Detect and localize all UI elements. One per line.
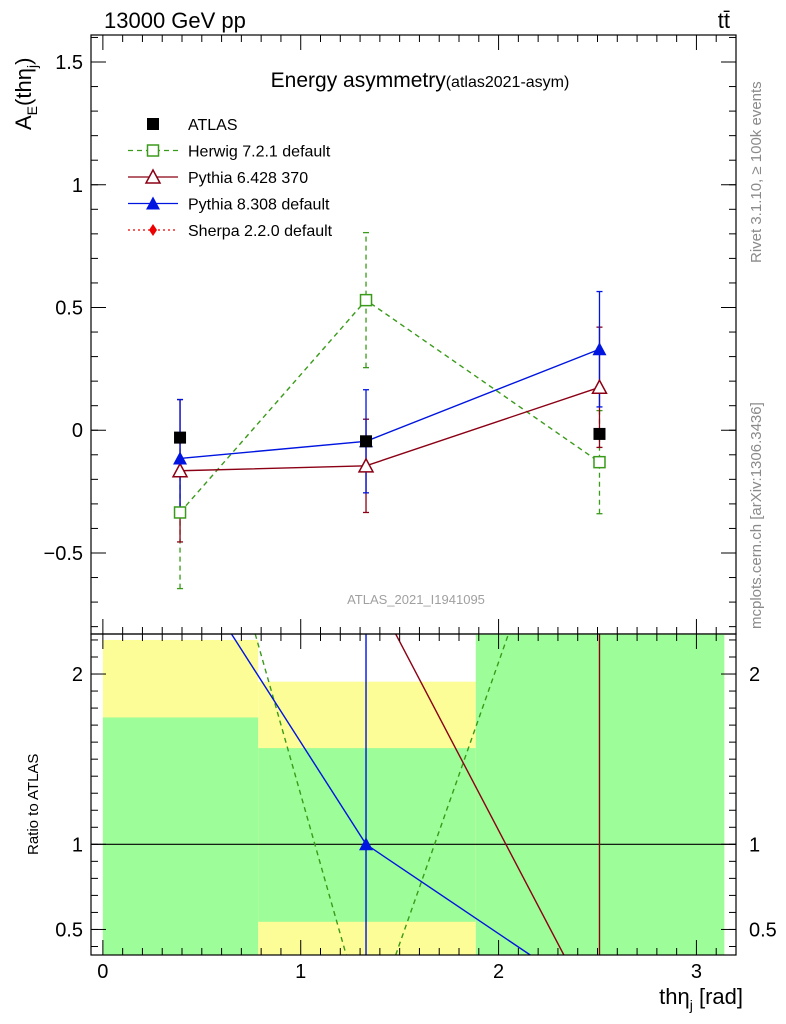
data-point-pythia6 xyxy=(171,462,189,478)
legend-marker-herwig xyxy=(146,144,160,157)
xtick-label: 0 xyxy=(97,961,108,983)
ratio-panel: 0.5 0.5 1 1 2 2 0 1 2 3 Ratio to ATLAS thηj [rad] xyxy=(25,633,777,1013)
main-ytick-label: 0 xyxy=(72,420,83,442)
legend-label-atlas: ATLAS xyxy=(188,117,238,134)
legend-marker-atlas xyxy=(147,118,159,130)
xtick-label: 1 xyxy=(295,961,306,983)
ratio-frame xyxy=(90,633,737,956)
series-line-herwig xyxy=(179,299,600,513)
data-point-herwig xyxy=(593,455,606,469)
data-point-atlas xyxy=(593,427,606,440)
data-point-pythia6 xyxy=(591,378,608,395)
legend-label-pythia6: Pythia 6.428 370 xyxy=(188,170,308,187)
chart-title: Energy asymmetry(atlas2021-asym) xyxy=(271,69,570,92)
ratio-ytick-label-right: 0.5 xyxy=(749,919,777,941)
xtick-label: 3 xyxy=(691,961,702,983)
legend-marker-pythia8 xyxy=(146,196,160,210)
ratio-ytick-label-right: 2 xyxy=(749,664,760,686)
main-ytick-label: 1.5 xyxy=(55,52,83,74)
ratio-line-herwig xyxy=(254,634,347,955)
ratio-marker-pythia8 xyxy=(359,837,374,851)
data-point-atlas xyxy=(174,431,187,444)
main-ytick-label: 0.5 xyxy=(55,297,83,319)
series-line-pythia6 xyxy=(180,386,600,472)
x-axis-label: thηj [rad] xyxy=(659,984,743,1013)
legend-label-sherpa: Sherpa 2.2.0 default xyxy=(188,223,333,240)
ratio-ytick-label-left: 1 xyxy=(72,834,83,856)
ratio-ylabel: Ratio to ATLAS xyxy=(25,754,42,855)
rivet-watermark: Rivet 3.1.10, ≥ 100k events xyxy=(748,81,765,263)
header-energy-label: 13000 GeV pp xyxy=(104,8,246,33)
data-point-herwig xyxy=(173,506,187,519)
legend-marker-sherpa xyxy=(149,224,157,236)
data-point-pythia6 xyxy=(357,457,375,473)
data-point-atlas xyxy=(360,435,373,448)
ratio-band-inner xyxy=(258,748,476,922)
main-ylabel: AE(thηj) xyxy=(11,58,40,130)
ratio-ytick-label-right: 1 xyxy=(749,834,760,856)
ratio-ytick-label-left: 0.5 xyxy=(55,919,83,941)
data-point-pythia8 xyxy=(592,342,607,356)
legend-marker-pythia6 xyxy=(144,168,162,184)
ratio-ytick-label-left: 2 xyxy=(72,664,83,686)
legend-label-herwig: Herwig 7.2.1 default xyxy=(188,144,331,161)
main-ytick-label: −0.5 xyxy=(44,543,83,565)
xtick-label: 2 xyxy=(493,961,504,983)
legend: ATLAS Herwig 7.2.1 default Pythia 6.428 37… xyxy=(128,117,333,240)
main-ytick-label: 1 xyxy=(72,175,83,197)
data-point-herwig xyxy=(359,293,373,307)
main-panel: −0.5 0 0.5 1 1.5 Energy asymmetry(atlas2021-… xyxy=(11,34,737,635)
ratio-line-pythia6 xyxy=(395,634,565,955)
ratio-line-herwig xyxy=(395,634,510,955)
analysis-watermark: ATLAS_2021_I1941095 xyxy=(347,592,485,607)
ratio-band-inner xyxy=(102,717,259,955)
legend-label-pythia8: Pythia 8.308 default xyxy=(188,197,330,214)
mcplots-watermark: mcplots.cern.ch [arXiv:1306.3436] xyxy=(748,402,765,629)
header-process-label: tt̄ xyxy=(718,8,730,33)
data-point-pythia8 xyxy=(173,451,188,465)
series-line-pythia8 xyxy=(179,348,600,460)
